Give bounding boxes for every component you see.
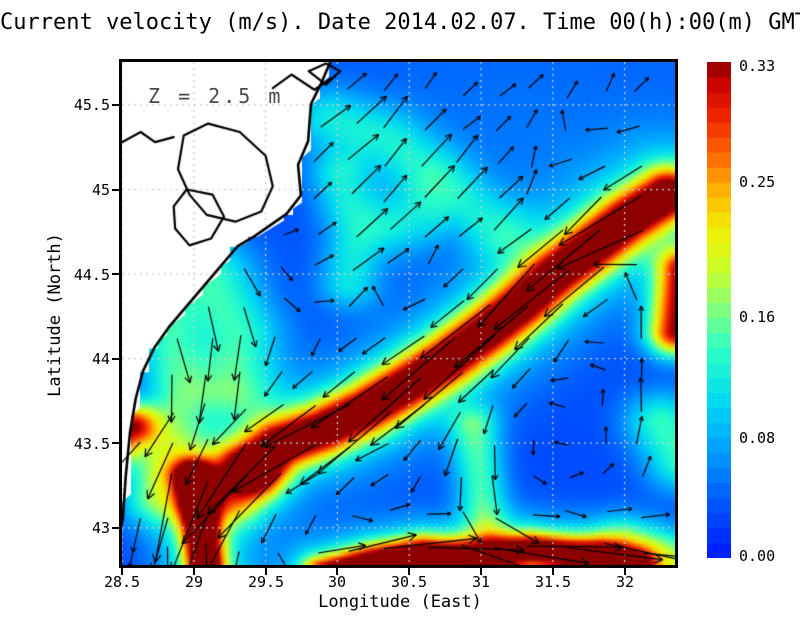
x-tick-label: 30.5 [390,573,428,591]
x-axis-label: Longitude (East) [318,592,482,612]
x-tick-mark [192,568,195,575]
colorbar-tick-label: 0.00 [739,547,776,565]
y-tick-label: 45.5 [73,96,110,114]
x-tick-mark [408,568,411,575]
x-tick-mark [551,568,554,575]
colorbar-tick-label: 0.08 [739,429,776,447]
y-axis-label: Latitude (North) [45,233,65,397]
y-tick-mark [112,526,119,529]
x-tick-mark [264,568,267,575]
x-tick-label: 31.5 [534,573,572,591]
y-tick-label: 44.5 [73,266,110,284]
y-tick-mark [112,273,119,276]
y-tick-label: 45 [91,181,110,199]
depth-annotation: Z = 2.5 m [148,84,284,108]
colorbar-tick-label: 0.25 [739,173,776,191]
x-tick-label: 28.5 [103,573,141,591]
chart-title: Current velocity (m/s). Date 2014.02.07.… [0,10,800,35]
x-tick-label: 29.5 [247,573,285,591]
colorbar-tick-label: 0.16 [739,308,776,326]
x-tick-label: 32 [615,573,635,591]
y-tick-mark [112,188,119,191]
y-tick-label: 43 [91,519,110,537]
y-tick-label: 44 [91,350,110,368]
x-tick-mark [336,568,339,575]
y-tick-label: 43.5 [73,435,110,453]
map-canvas [122,62,675,565]
y-tick-mark [112,442,119,445]
x-tick-label: 30 [327,573,347,591]
x-tick-mark [121,568,123,575]
y-tick-mark [112,357,119,360]
plot-area: Z = 2.5 m [112,59,678,575]
x-tick-mark [623,568,626,575]
y-tick-mark [112,103,119,106]
colorbar-tick-label: 0.33 [739,57,776,75]
x-tick-label: 29 [184,573,204,591]
x-tick-mark [479,568,482,575]
colorbar [707,62,731,558]
x-tick-label: 31 [471,573,491,591]
